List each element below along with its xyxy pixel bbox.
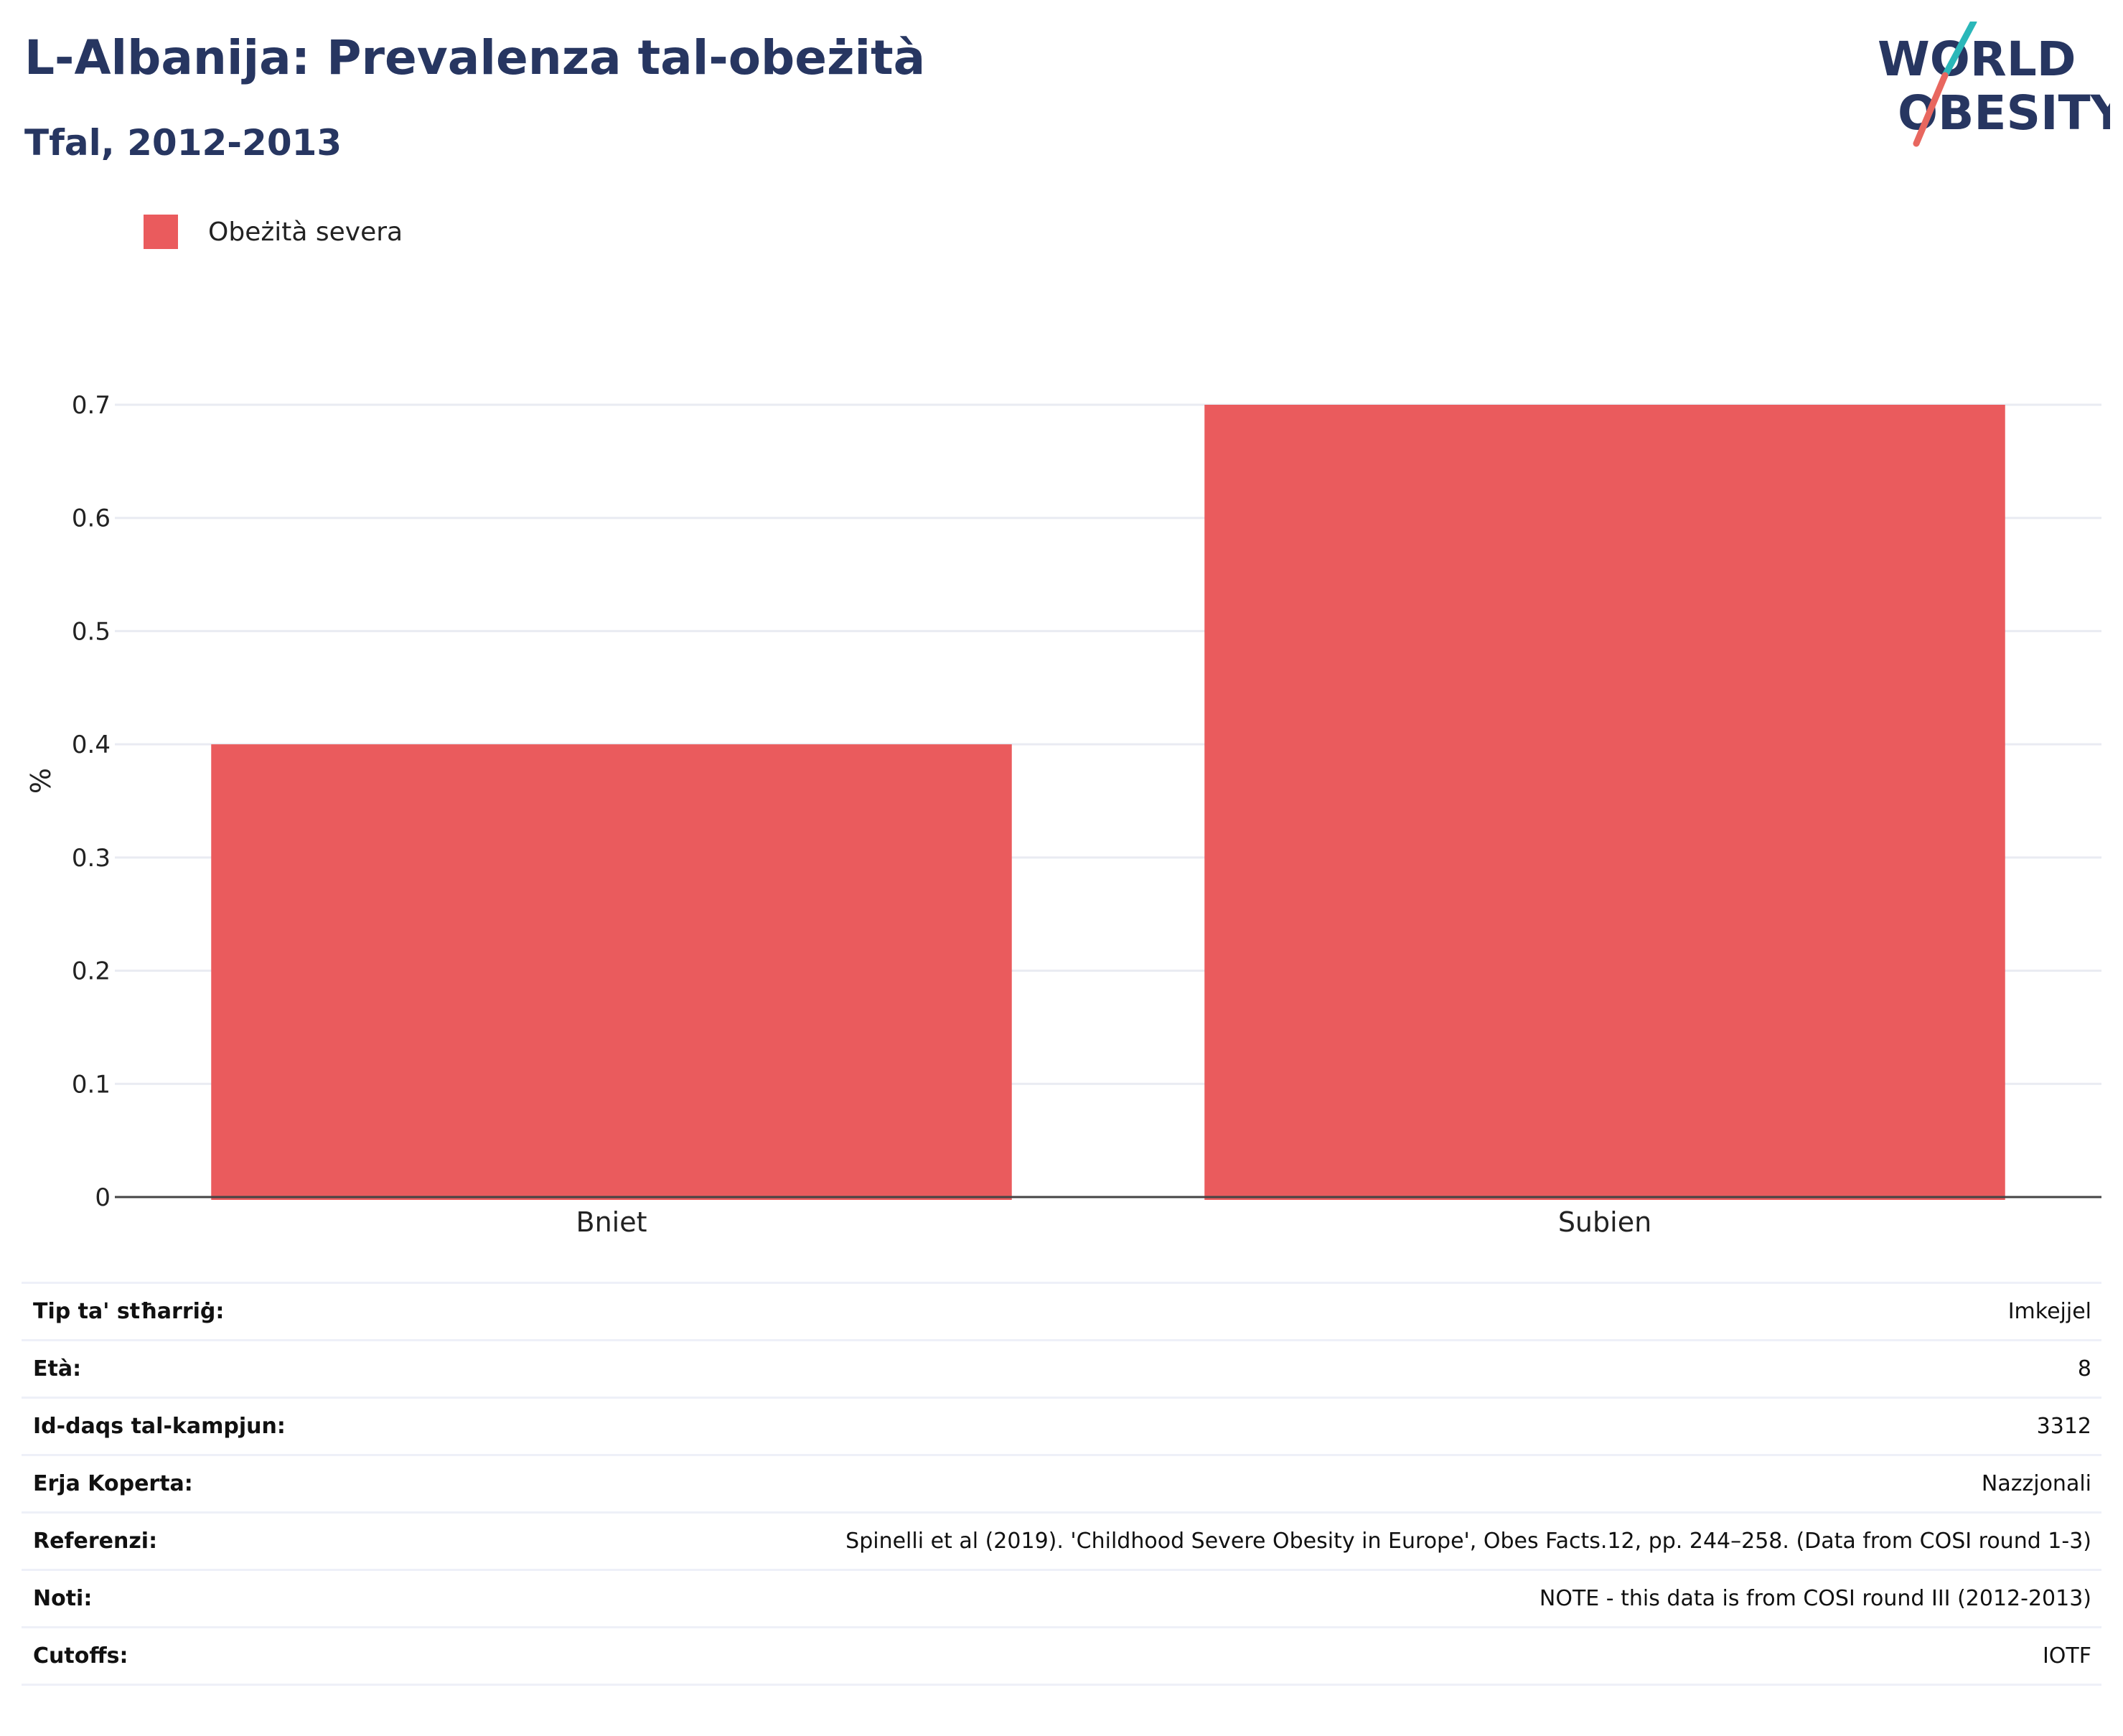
x-tick-label: Bniet xyxy=(576,1206,647,1238)
logo-slash-teal xyxy=(1941,22,1977,79)
y-axis-label: % xyxy=(25,768,57,794)
info-value: Spinelli et al (2019). 'Childhood Severe… xyxy=(845,1529,2091,1554)
axes: 0 0.1 0.2 0.3 0.4 0.5 0.6 0.7% Bniet Subien xyxy=(25,391,2101,1238)
info-value: IOTF xyxy=(2042,1643,2091,1669)
y-tick-label: 0.1 xyxy=(72,1070,111,1099)
info-value: Imkejjel xyxy=(2007,1299,2091,1324)
info-label: Referenzi: xyxy=(33,1529,158,1554)
info-label: Erja Koperta: xyxy=(33,1471,193,1496)
y-tick-label: 0 xyxy=(95,1183,111,1212)
info-value: Nazzjonali xyxy=(1981,1471,2091,1496)
y-tick-label: 0.7 xyxy=(72,391,111,420)
info-value: 3312 xyxy=(2036,1414,2091,1439)
bar-bniet xyxy=(211,744,1012,1200)
y-tick-label: 0.6 xyxy=(72,505,111,533)
legend-label-severe-obesity: Obeżità severa xyxy=(208,217,403,247)
info-value: NOTE - this data is from COSI round III … xyxy=(1539,1586,2091,1611)
info-row-survey-type: Tip ta' stħarriġ: Imkejjel xyxy=(22,1284,2101,1341)
y-tick-label: 0.5 xyxy=(72,617,111,646)
info-row-age: Età: 8 xyxy=(22,1341,2101,1399)
x-tick-label: Subien xyxy=(1558,1206,1651,1238)
info-label: Cutoffs: xyxy=(33,1643,128,1669)
info-row-cutoffs: Cutoffs: IOTF xyxy=(22,1628,2101,1686)
info-row-references: Referenzi: Spinelli et al (2019). 'Child… xyxy=(22,1514,2101,1571)
world-obesity-logo: WORLD OBESITY xyxy=(1878,22,2110,147)
info-label: Id-daqs tal-kampjun: xyxy=(33,1414,286,1439)
bars xyxy=(211,405,2005,1200)
logo-slash-coral xyxy=(1913,72,1949,147)
info-value: 8 xyxy=(2077,1356,2091,1381)
info-row-sample-size: Id-daqs tal-kampjun: 3312 xyxy=(22,1399,2101,1456)
info-label: Noti: xyxy=(33,1586,93,1611)
chart-title: L-Albanija: Prevalenza tal-obeżità xyxy=(24,30,926,85)
info-label: Età: xyxy=(33,1356,82,1381)
y-tick-label: 0.2 xyxy=(72,957,111,986)
legend-swatch-severe-obesity xyxy=(144,215,178,249)
info-label: Tip ta' stħarriġ: xyxy=(33,1299,225,1324)
legend[interactable]: Obeżità severa xyxy=(144,214,403,250)
logo-text-world: WORLD xyxy=(1878,32,2076,87)
info-table: Tip ta' stħarriġ: Imkejjel Età: 8 Id-daq… xyxy=(22,1282,2101,1686)
bar-chart: 0 0.1 0.2 0.3 0.4 0.5 0.6 0.7% Bniet Subien xyxy=(25,391,2101,1238)
info-row-area-covered: Erja Koperta: Nazzjonali xyxy=(22,1456,2101,1514)
y-tick-label: 0.3 xyxy=(72,844,111,873)
chart-subtitle: Tfal, 2012-2013 xyxy=(24,122,342,164)
y-tick-label: 0.4 xyxy=(72,731,111,759)
logo-text-obesity: OBESITY xyxy=(1898,85,2110,141)
bar-subien xyxy=(1204,405,2005,1200)
info-row-notes: Noti: NOTE - this data is from COSI roun… xyxy=(22,1571,2101,1628)
